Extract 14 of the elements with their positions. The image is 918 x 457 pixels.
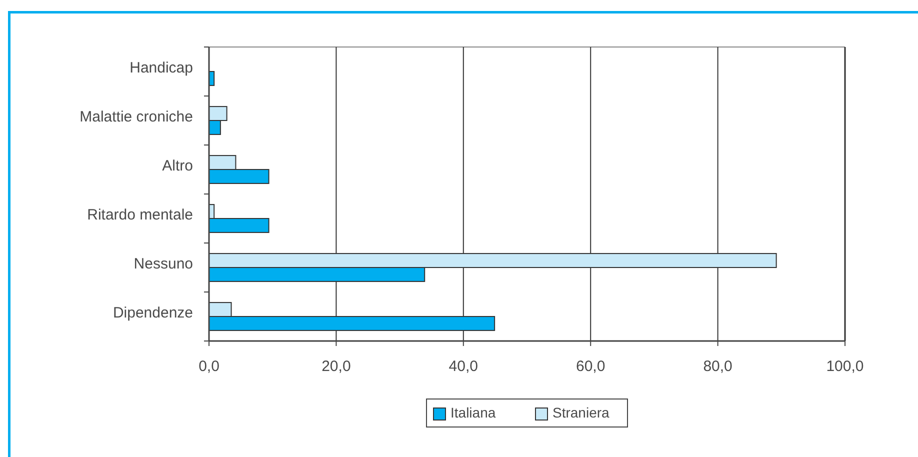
y-tick-label: Ritardo mentale	[87, 206, 193, 224]
x-tick-label: 40,0	[448, 358, 478, 375]
x-tick-label: 20,0	[322, 358, 351, 375]
x-tick-label: 80,0	[703, 358, 732, 375]
legend-label: Straniera	[552, 404, 610, 421]
y-tick-label: Nessuno	[134, 255, 193, 272]
y-tick-label: Malattie croniche	[80, 108, 193, 126]
y-tick-label: Dipendenze	[112, 304, 193, 322]
y-tick-label: Altro	[162, 157, 193, 174]
x-tick-label: 0,0	[198, 358, 220, 375]
x-tick-label: 100,0	[826, 358, 864, 375]
x-tick-label: 60,0	[576, 358, 606, 375]
legend-label: Italiana	[450, 404, 496, 421]
y-tick-label: Handicap	[130, 59, 193, 76]
